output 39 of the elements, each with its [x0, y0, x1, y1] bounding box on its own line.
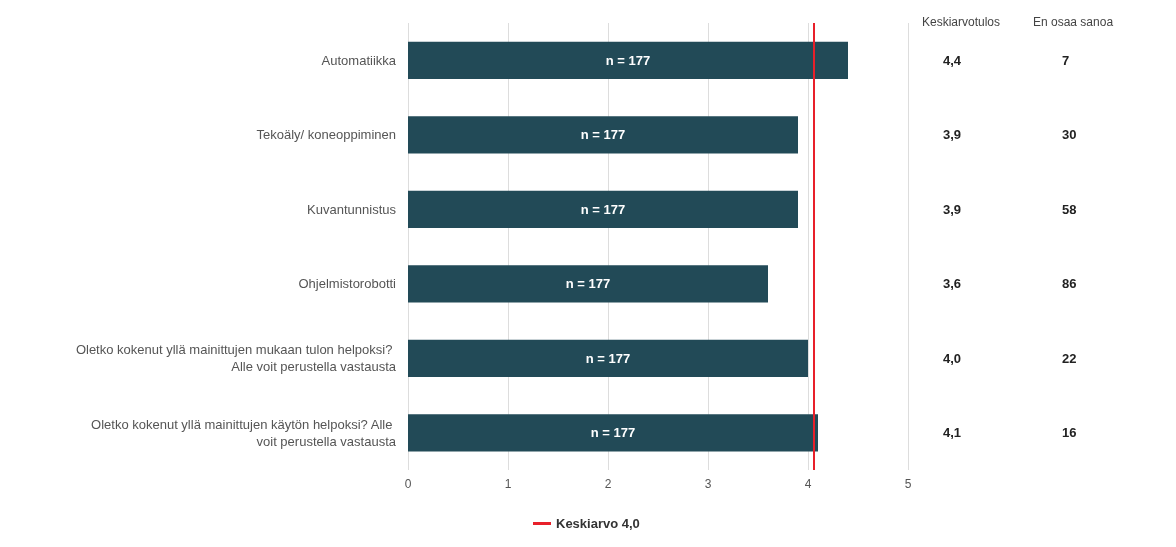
annotation: n = 177: [580, 201, 626, 217]
y-tick-label: Kuvantunnistus: [307, 201, 397, 217]
annotation: n = 177: [580, 127, 626, 143]
annotation: n = 177: [565, 276, 611, 292]
bar: [408, 116, 798, 154]
x-tick-label: 0: [404, 477, 412, 491]
annotation: n = 177: [585, 350, 631, 366]
bar: [408, 339, 808, 377]
text: 4,1: [943, 425, 962, 441]
y-tick-label: Oletko kokenut yllä mainittujen mukaan tulon helpoksi? Alle voit perustella vastausta: [75, 342, 397, 375]
y-tick-label: Automatiikka: [321, 52, 397, 68]
bar: [408, 190, 798, 228]
annotation: n = 177: [605, 52, 651, 68]
text: 4,4: [943, 52, 962, 68]
x-tick-label: 5: [904, 477, 912, 491]
annotation: n = 177: [590, 425, 636, 441]
y-tick-label: Oletko kokenut yllä mainittujen käytön helpoksi? Alle voit perustella vastausta: [91, 416, 397, 449]
text: 3,9: [943, 127, 962, 143]
text: 3,6: [943, 276, 962, 292]
y-tick-label: Ohjelmistorobotti: [298, 276, 397, 292]
bar: [408, 414, 818, 452]
bar: [408, 41, 848, 79]
x-tick-label: 1: [504, 477, 512, 491]
x-tick-label: 4: [804, 477, 812, 491]
bar: [408, 265, 768, 303]
x-tick-label: 2: [604, 477, 612, 491]
text: 7: [1062, 52, 1070, 68]
text: 30: [1062, 127, 1077, 143]
x-tick-label: 3: [704, 477, 712, 491]
text: 58: [1062, 201, 1077, 217]
text: En osaa sanoa: [1033, 15, 1114, 29]
y-tick-label: Tekoäly/ koneoppiminen: [256, 127, 396, 143]
text: Keskiarvotulos: [922, 15, 1001, 29]
text: 22: [1062, 350, 1077, 366]
text: 3,9: [943, 201, 962, 217]
text: 4,0: [943, 350, 962, 366]
text: 86: [1062, 276, 1077, 292]
legend-label: Keskiarvo 4,0: [556, 516, 640, 531]
text: 16: [1062, 425, 1077, 441]
